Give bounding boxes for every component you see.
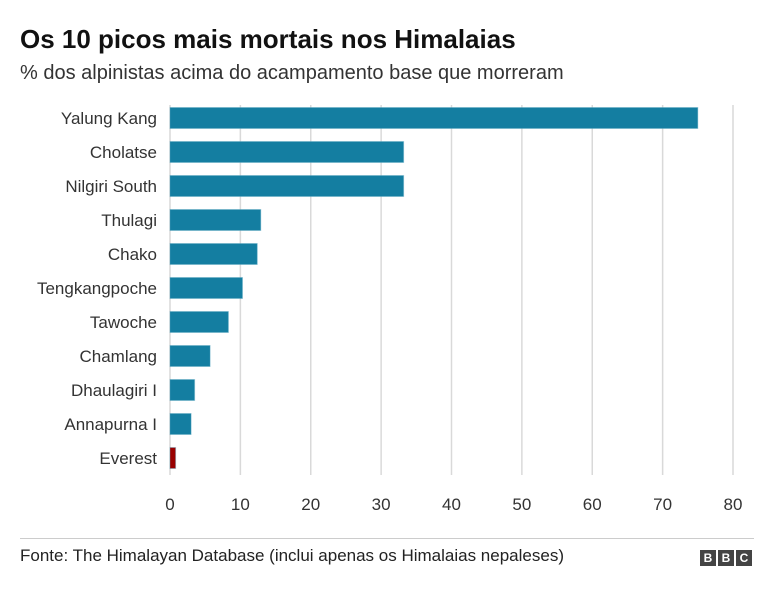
x-tick-label: 80 xyxy=(724,495,743,514)
bar-chart: 0 10 20 30 40 50 60 70 80 Yalung Kang Cholatse Nilg… xyxy=(37,105,743,514)
bar xyxy=(169,107,699,129)
bbc-logo: B B C xyxy=(700,550,752,566)
bbc-logo-letter: B xyxy=(718,550,734,566)
y-category-label: Annapurna I xyxy=(64,415,157,434)
bar xyxy=(169,413,192,435)
y-category-label: Tengkangpoche xyxy=(37,279,157,298)
bar xyxy=(169,209,262,231)
bar xyxy=(169,447,177,469)
x-tick-label: 20 xyxy=(301,495,320,514)
x-tick-label: 50 xyxy=(512,495,531,514)
bar xyxy=(169,175,405,197)
y-category-label: Cholatse xyxy=(90,143,157,162)
chart-subtitle: % dos alpinistas acima do acampamento ba… xyxy=(20,62,564,84)
bbc-logo-letter: B xyxy=(700,550,716,566)
y-category-label: Chamlang xyxy=(80,347,158,366)
bar xyxy=(169,277,243,299)
footer-divider xyxy=(20,538,754,539)
x-tick-label: 40 xyxy=(442,495,461,514)
y-category-label: Tawoche xyxy=(90,313,157,332)
x-tick-label: 10 xyxy=(231,495,250,514)
x-tick-label: 30 xyxy=(372,495,391,514)
source-note: Fonte: The Himalayan Database (inclui ap… xyxy=(20,546,564,565)
x-tick-label: 60 xyxy=(583,495,602,514)
x-tick-label: 70 xyxy=(653,495,672,514)
bar xyxy=(169,345,211,367)
bar xyxy=(169,243,258,265)
y-category-label: Thulagi xyxy=(101,211,157,230)
y-category-label: Chako xyxy=(108,245,157,264)
bar xyxy=(169,311,229,333)
chart-title: Os 10 picos mais mortais nos Himalaias xyxy=(20,24,516,54)
bar xyxy=(169,379,196,401)
y-category-label: Dhaulagiri I xyxy=(71,381,157,400)
x-tick-label: 0 xyxy=(165,495,174,514)
bar xyxy=(169,141,405,163)
y-category-label: Everest xyxy=(99,449,157,468)
y-category-label: Yalung Kang xyxy=(61,109,157,128)
bbc-logo-letter: C xyxy=(736,550,752,566)
y-category-label: Nilgiri South xyxy=(65,177,157,196)
